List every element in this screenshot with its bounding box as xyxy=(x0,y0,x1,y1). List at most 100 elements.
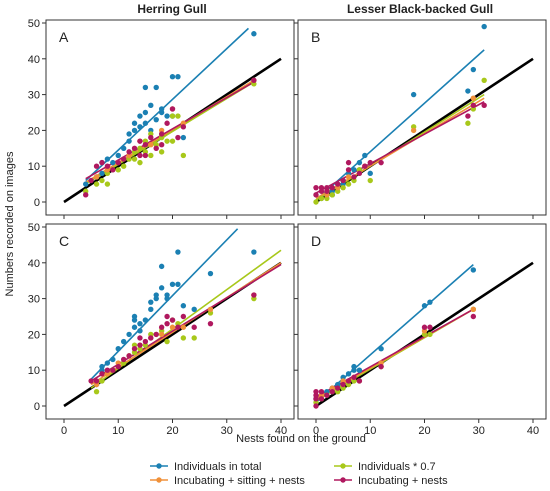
data-point-incubating-nests xyxy=(99,371,105,377)
legend-swatch-marker xyxy=(156,463,162,469)
data-point-individuals-0-7 xyxy=(131,156,138,162)
y-tick-label: 10 xyxy=(28,365,40,377)
data-point-incubating-nests xyxy=(142,152,149,159)
data-point-incubating-nests xyxy=(158,324,165,330)
data-point-incubating-nests xyxy=(83,192,89,198)
y-tick-label: 10 xyxy=(28,161,40,173)
data-point-individuals-in-total xyxy=(158,263,165,270)
data-point-individuals-0-7 xyxy=(180,335,187,341)
data-point-incubating-nests xyxy=(251,77,257,83)
data-point-individuals-0-7 xyxy=(367,177,373,184)
data-point-incubating-nests xyxy=(340,177,346,184)
data-point-incubating-nests xyxy=(120,156,127,162)
legend-item-incubating-sitting-nests: Incubating + sitting + nests xyxy=(150,475,305,487)
data-point-incubating-nests xyxy=(345,159,352,166)
y-tick-label: 30 xyxy=(28,90,40,102)
data-point-incubating-sitting-nests xyxy=(470,306,477,313)
data-point-individuals-in-total xyxy=(148,306,154,313)
legend: Individuals in total Individuals * 0.7 Inc… xyxy=(150,461,448,487)
data-point-incubating-nests xyxy=(351,374,357,381)
data-point-individuals-0-7 xyxy=(99,378,105,384)
data-point-individuals-in-total xyxy=(153,116,159,123)
data-point-incubating-nests xyxy=(367,159,373,166)
col-title-lesser-black-backed-gull: Lesser Black-backed Gull xyxy=(347,2,493,16)
x-tick-label: 0 xyxy=(61,425,67,437)
data-point-individuals-in-total xyxy=(158,285,165,291)
y-tick-label: 30 xyxy=(28,294,40,306)
data-point-individuals-in-total xyxy=(207,270,214,277)
data-point-individuals-in-total xyxy=(470,267,477,273)
data-point-individuals-0-7 xyxy=(175,113,181,119)
data-point-individuals-0-7 xyxy=(481,77,487,83)
data-point-incubating-nests xyxy=(335,181,341,187)
legend-swatch-marker xyxy=(156,477,162,483)
data-point-incubating-nests xyxy=(481,102,487,109)
data-point-individuals-0-7 xyxy=(93,181,100,187)
data-point-incubating-sitting-nests xyxy=(158,331,165,338)
data-point-individuals-0-7 xyxy=(180,152,187,159)
fit-line-incubating-nests xyxy=(315,101,485,194)
data-point-incubating-nests xyxy=(120,356,127,363)
data-point-incubating-sitting-nests xyxy=(207,306,214,313)
panel-label: B xyxy=(311,29,320,45)
data-point-individuals-in-total xyxy=(110,356,116,363)
panels: A 0 10 20 30 40 50 B C 0 10 20 30 40 50 0 10 20 30 40 D 0 10 20… xyxy=(28,18,547,437)
y-tick-label: 0 xyxy=(34,401,40,413)
panel-c: C 0 10 20 30 40 50 0 10 20 30 40 xyxy=(28,222,295,437)
data-point-individuals-in-total xyxy=(367,170,373,177)
data-point-incubating-nests xyxy=(93,163,100,169)
data-point-incubating-nests xyxy=(126,353,132,359)
y-tick-label: 50 xyxy=(28,222,40,234)
data-point-individuals-in-total xyxy=(351,363,357,370)
data-point-individuals-in-total xyxy=(110,159,116,166)
data-point-individuals-in-total xyxy=(142,317,149,323)
data-point-incubating-nests xyxy=(313,388,319,395)
fit-line-individuals-in-total xyxy=(90,228,239,380)
data-point-individuals-in-total xyxy=(378,346,384,352)
legend-swatch-marker xyxy=(340,463,346,469)
data-point-incubating-sitting-nests xyxy=(470,95,477,101)
col-title-herring-gull: Herring Gull xyxy=(137,2,206,16)
data-point-incubating-nests xyxy=(175,134,181,141)
data-point-incubating-nests xyxy=(378,363,384,370)
data-point-incubating-nests xyxy=(329,388,335,395)
x-tick-label: 10 xyxy=(364,425,376,437)
data-point-individuals-in-total xyxy=(175,249,181,255)
data-point-incubating-nests xyxy=(164,313,170,320)
data-point-individuals-in-total xyxy=(142,84,149,91)
legend-item-incubating-nests: Incubating + nests xyxy=(334,475,448,487)
data-point-incubating-nests xyxy=(175,324,181,330)
data-point-incubating-sitting-nests xyxy=(180,324,187,330)
y-axis-label: Numbers recorded on images xyxy=(4,151,16,296)
data-point-individuals-0-7 xyxy=(191,335,197,341)
data-point-incubating-nests xyxy=(318,396,325,402)
data-point-individuals-in-total xyxy=(356,159,363,166)
data-point-individuals-0-7 xyxy=(115,167,121,173)
data-point-incubating-nests xyxy=(470,102,477,109)
data-point-individuals-in-total xyxy=(120,145,127,151)
data-point-incubating-nests xyxy=(88,378,94,384)
data-point-individuals-0-7 xyxy=(329,192,335,198)
y-tick-label: 20 xyxy=(28,125,40,137)
data-point-individuals-in-total xyxy=(164,295,170,302)
data-point-individuals-in-total xyxy=(164,113,170,119)
data-point-incubating-nests xyxy=(251,292,257,298)
legend-item-individuals-in-total: Individuals in total xyxy=(150,461,261,473)
data-point-incubating-sitting-nests xyxy=(410,127,417,134)
data-point-individuals-0-7 xyxy=(164,138,170,144)
data-point-individuals-in-total xyxy=(148,102,154,109)
data-point-individuals-0-7 xyxy=(318,195,325,202)
data-point-individuals-in-total xyxy=(131,313,138,320)
data-point-incubating-nests xyxy=(345,378,352,384)
x-axis-label: Nests found on the ground xyxy=(236,433,366,445)
data-point-individuals-in-total xyxy=(115,346,121,352)
data-point-individuals-in-total xyxy=(104,360,111,366)
data-point-individuals-in-total xyxy=(153,84,159,91)
data-point-incubating-nests xyxy=(137,342,143,348)
data-point-incubating-nests xyxy=(137,138,143,144)
data-point-individuals-0-7 xyxy=(93,388,100,395)
data-point-individuals-in-total xyxy=(169,281,176,287)
data-point-individuals-in-total xyxy=(142,109,149,116)
legend-label: Incubating + nests xyxy=(358,475,448,487)
data-point-incubating-nests xyxy=(313,184,319,191)
